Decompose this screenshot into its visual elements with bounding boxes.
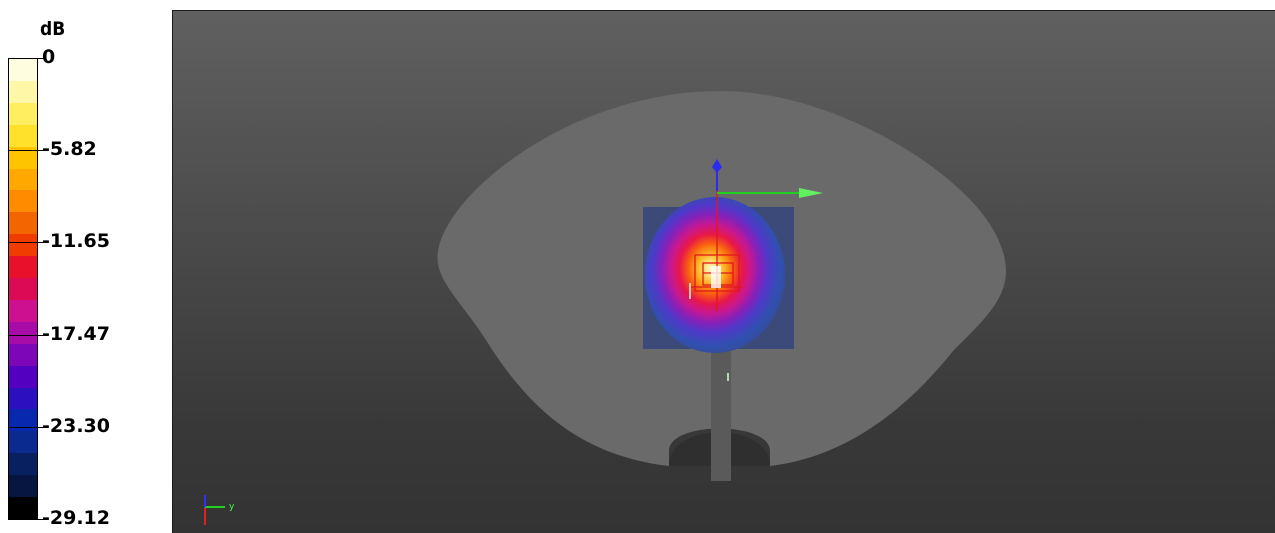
legend-color-band	[9, 80, 37, 103]
legend-tick	[8, 334, 44, 336]
legend-color-band	[9, 212, 37, 235]
legend-tick-label: 0	[42, 46, 56, 68]
legend-color-bar	[8, 58, 38, 520]
legend-tick-label: -17.47	[42, 322, 110, 345]
legend-color-band	[9, 365, 37, 388]
orientation-triad: y	[204, 495, 235, 525]
axis-y-arrow	[799, 188, 823, 198]
legend-color-band	[9, 299, 37, 322]
legend-tick	[8, 519, 44, 520]
feed-point	[711, 266, 721, 288]
legend-color-band	[9, 409, 37, 432]
legend-color-band	[9, 321, 37, 344]
legend-color-band	[9, 168, 37, 191]
legend-color-band	[9, 343, 37, 366]
3d-viewport[interactable]: y	[172, 10, 1275, 533]
axis-z-arrow	[712, 159, 722, 173]
legend-tick-label: -5.82	[42, 138, 97, 161]
legend-unit: dB	[40, 18, 66, 40]
legend-tick	[8, 150, 44, 152]
legend-tick	[8, 426, 44, 428]
legend-color-band	[9, 256, 37, 279]
feed-strip	[711, 311, 731, 481]
legend-color-band	[9, 102, 37, 125]
legend-color-band	[9, 497, 37, 520]
legend-color-band	[9, 278, 37, 301]
legend-color-band	[9, 453, 37, 476]
legend-color-band	[9, 190, 37, 213]
legend-color-band	[9, 475, 37, 498]
scene: y	[204, 91, 1006, 525]
legend-color-band	[9, 234, 37, 257]
legend-tick-label: -29.12	[42, 507, 110, 529]
legend-color-band	[9, 124, 37, 147]
legend-tick-label: -23.30	[42, 414, 110, 437]
legend-tick	[8, 242, 44, 244]
legend-color-band	[9, 146, 37, 169]
color-legend: dB 0 -5.82 -11.65 -17.47 -23.30 -29.12	[0, 0, 172, 533]
legend-color-band	[9, 431, 37, 454]
legend-color-band	[9, 387, 37, 410]
legend-tick-label: -11.65	[42, 230, 110, 253]
legend-color-band	[9, 59, 37, 81]
legend-tick	[8, 58, 44, 59]
triad-y-label: y	[229, 502, 235, 512]
